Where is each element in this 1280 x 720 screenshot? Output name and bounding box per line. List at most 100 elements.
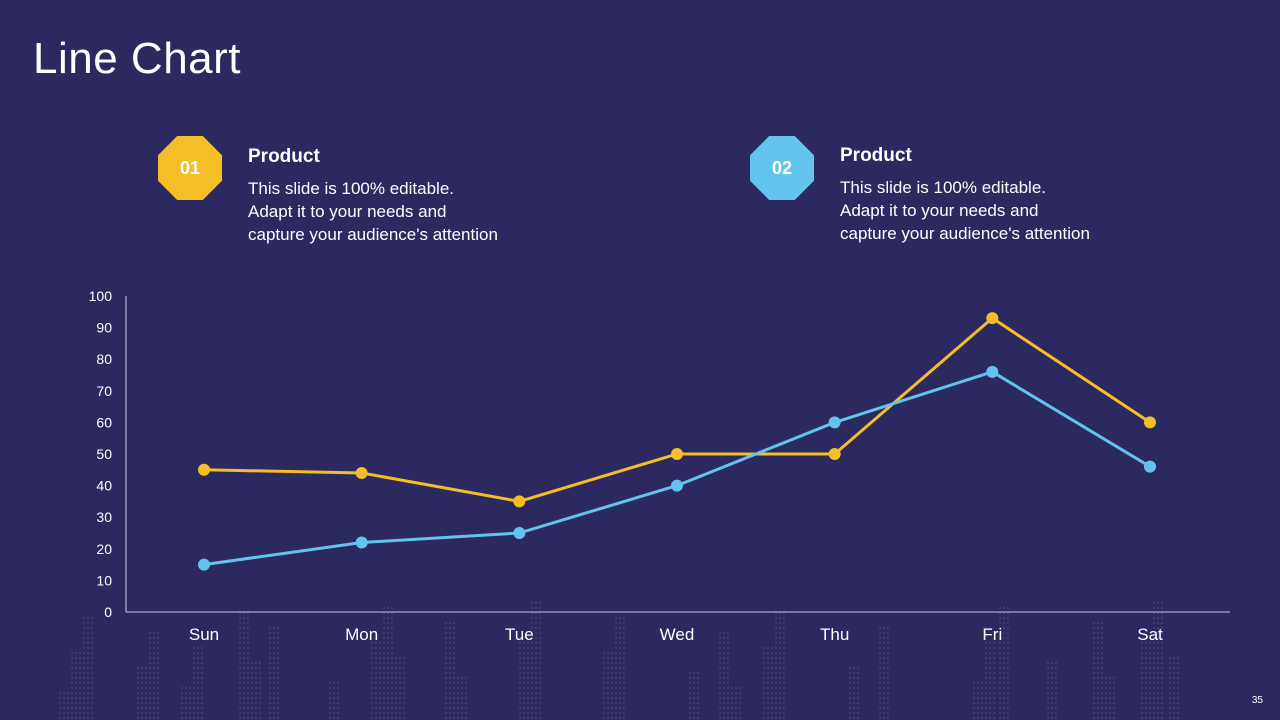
decorative-dot	[378, 671, 382, 675]
decorative-dot	[1054, 686, 1058, 690]
decorative-dot	[534, 691, 538, 695]
decorative-dot	[70, 656, 74, 660]
decorative-dot	[242, 701, 246, 705]
decorative-dot	[1168, 676, 1172, 680]
data-point[interactable]	[513, 495, 526, 508]
decorative-dot	[268, 631, 272, 635]
data-point[interactable]	[198, 463, 210, 476]
data-point[interactable]	[513, 527, 526, 539]
decorative-dot	[70, 691, 74, 695]
decorative-dot	[398, 711, 402, 715]
decorative-dot	[78, 691, 82, 695]
decorative-dot	[200, 661, 204, 665]
decorative-dot	[156, 696, 160, 700]
decorative-dot	[136, 681, 140, 685]
decorative-dot	[448, 636, 452, 640]
decorative-dot	[370, 641, 374, 645]
data-point[interactable]	[671, 448, 683, 460]
decorative-dot	[1108, 701, 1112, 705]
decorative-dot	[444, 651, 448, 655]
decorative-dot	[726, 716, 730, 720]
decorative-dot	[378, 686, 382, 690]
decorative-dot	[452, 631, 456, 635]
decorative-dot	[460, 676, 464, 680]
decorative-dot	[762, 646, 766, 650]
decorative-dot	[538, 616, 542, 620]
decorative-dot	[998, 656, 1002, 660]
decorative-dot	[534, 706, 538, 710]
y-tick-label: 60	[96, 414, 112, 430]
data-point[interactable]	[1144, 416, 1156, 429]
decorative-dot	[778, 621, 782, 625]
decorative-dot	[156, 671, 160, 675]
decorative-dot	[402, 706, 406, 710]
data-point[interactable]	[671, 479, 683, 492]
decorative-dot	[1172, 656, 1176, 660]
decorative-dot	[774, 651, 778, 655]
decorative-dot	[534, 701, 538, 705]
data-point[interactable]	[828, 448, 841, 460]
decorative-dot	[1160, 626, 1164, 630]
decorative-dot	[688, 676, 692, 680]
decorative-dot	[696, 681, 700, 685]
data-point[interactable]	[828, 416, 841, 429]
decorative-dot	[148, 691, 152, 695]
decorative-dot	[610, 711, 614, 715]
decorative-dot	[86, 621, 90, 625]
decorative-dot	[1006, 621, 1010, 625]
decorative-dot	[136, 706, 140, 710]
decorative-dot	[1160, 621, 1164, 625]
data-point[interactable]	[198, 558, 210, 571]
decorative-dot	[988, 711, 992, 715]
decorative-dot	[782, 676, 786, 680]
decorative-dot	[444, 701, 448, 705]
decorative-dot	[614, 651, 618, 655]
decorative-dot	[90, 641, 94, 645]
decorative-dot	[444, 656, 448, 660]
card-2-line-2: Adapt it to your needs and	[840, 201, 1039, 220]
decorative-dot	[1046, 701, 1050, 705]
decorative-dot	[268, 666, 272, 670]
decorative-dot	[184, 691, 188, 695]
data-point[interactable]	[1144, 460, 1156, 473]
decorative-dot	[522, 636, 526, 640]
decorative-dot	[730, 701, 734, 705]
decorative-dot	[774, 616, 778, 620]
decorative-dot	[328, 686, 332, 690]
data-point[interactable]	[986, 365, 999, 378]
decorative-dot	[606, 651, 610, 655]
decorative-dot	[378, 646, 382, 650]
decorative-dot	[200, 671, 204, 675]
decorative-dot	[1046, 666, 1050, 670]
decorative-dot	[336, 691, 340, 695]
decorative-dot	[456, 716, 460, 720]
data-point[interactable]	[355, 536, 368, 549]
decorative-dot	[992, 661, 996, 665]
decorative-dot	[988, 681, 992, 685]
decorative-dot	[192, 666, 196, 670]
decorative-dot	[66, 691, 70, 695]
card-description-2: This slide is 100% editable. Adapt it to…	[840, 176, 1170, 245]
decorative-dot	[448, 651, 452, 655]
decorative-dot	[1108, 696, 1112, 700]
decorative-dot	[1144, 706, 1148, 710]
decorative-dot	[86, 696, 90, 700]
decorative-dot	[1176, 671, 1180, 675]
decorative-dot	[534, 671, 538, 675]
decorative-dot	[1152, 636, 1156, 640]
decorative-dot	[370, 691, 374, 695]
decorative-dot	[136, 666, 140, 670]
x-tick-label: Sun	[189, 625, 219, 644]
decorative-dot	[378, 676, 382, 680]
data-point[interactable]	[355, 466, 368, 479]
decorative-dot	[90, 706, 94, 710]
decorative-dot	[984, 686, 988, 690]
decorative-dot	[382, 706, 386, 710]
decorative-dot	[1002, 626, 1006, 630]
decorative-dot	[448, 621, 452, 625]
decorative-dot	[394, 691, 398, 695]
decorative-dot	[1160, 681, 1164, 685]
decorative-dot	[148, 661, 152, 665]
decorative-dot	[522, 691, 526, 695]
data-point[interactable]	[986, 312, 999, 325]
